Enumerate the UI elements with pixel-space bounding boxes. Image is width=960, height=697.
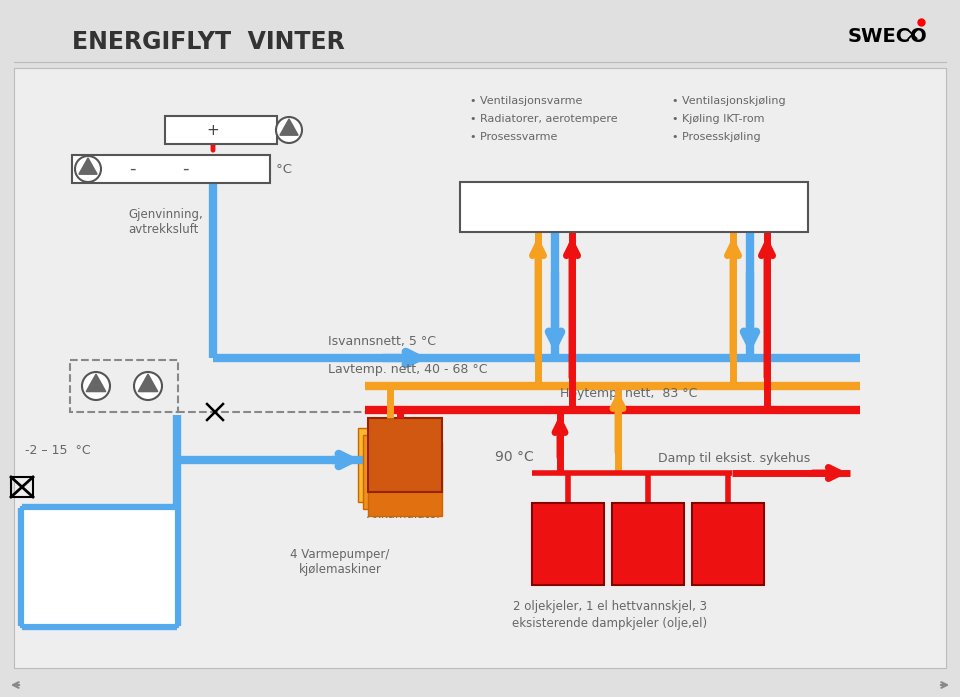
Text: Damp til eksist. sykehus: Damp til eksist. sykehus: [658, 452, 810, 464]
Bar: [532, 503, 604, 585]
Circle shape: [276, 117, 302, 143]
Bar: [368, 442, 442, 516]
Text: • Prosessvarme: • Prosessvarme: [470, 132, 558, 142]
Text: -: -: [129, 160, 135, 178]
Bar: [363, 435, 437, 509]
Polygon shape: [86, 374, 106, 392]
Text: • Ventilasjonsvarme: • Ventilasjonsvarme: [470, 96, 583, 106]
Bar: [692, 503, 764, 585]
Circle shape: [134, 372, 162, 400]
Bar: [14, 68, 946, 668]
Text: Lavtemp. nett, 40 - 68 °C: Lavtemp. nett, 40 - 68 °C: [328, 363, 488, 376]
Bar: [22, 508, 177, 626]
Circle shape: [82, 372, 110, 400]
Bar: [165, 116, 277, 144]
Text: 342(?)Energi-
brønner: 342(?)Energi- brønner: [62, 580, 137, 602]
Text: ENERGIFLYT  VINTER: ENERGIFLYT VINTER: [72, 30, 345, 54]
Polygon shape: [79, 158, 97, 174]
Text: 2 oljekjeler, 1 el hettvannskjel, 3: 2 oljekjeler, 1 el hettvannskjel, 3: [513, 600, 707, 613]
Circle shape: [75, 156, 101, 182]
Text: SWECO: SWECO: [848, 26, 927, 45]
Text: Høytemp. nett,  83 °C: Høytemp. nett, 83 °C: [560, 387, 697, 400]
Text: -: -: [181, 160, 188, 178]
Bar: [70, 360, 178, 412]
Text: -2 – 15  °C: -2 – 15 °C: [25, 443, 90, 457]
Text: ✕: ✕: [904, 27, 920, 45]
Bar: [368, 418, 442, 492]
Text: 90 °C: 90 °C: [495, 450, 534, 464]
Bar: [11, 477, 33, 497]
Text: • Kjøling IKT-rom: • Kjøling IKT-rom: [672, 114, 764, 124]
Text: ~: ~: [230, 154, 241, 167]
Polygon shape: [280, 119, 299, 135]
Text: Akkumulator: Akkumulator: [368, 508, 443, 521]
Text: • Radiatorer, aerotempere: • Radiatorer, aerotempere: [470, 114, 617, 124]
Bar: [358, 428, 432, 502]
Text: Gjenvinning,
avtrekksluft: Gjenvinning, avtrekksluft: [128, 208, 203, 236]
Text: 8 stk undersentraler: 8 stk undersentraler: [566, 201, 702, 213]
Polygon shape: [138, 374, 157, 392]
Text: Isvannsnett, 5 °C: Isvannsnett, 5 °C: [328, 335, 436, 348]
Bar: [72, 155, 270, 183]
Text: • Prosesskjøling: • Prosesskjøling: [672, 132, 760, 142]
Text: 4 Varmepumper/
kjølemaskiner: 4 Varmepumper/ kjølemaskiner: [290, 548, 390, 576]
Text: eksisterende dampkjeler (olje,el): eksisterende dampkjeler (olje,el): [513, 617, 708, 630]
Text: 20 °C: 20 °C: [255, 162, 292, 176]
Bar: [612, 503, 684, 585]
Bar: [460, 182, 808, 232]
Text: +: +: [206, 123, 220, 137]
Text: • Ventilasjonskjøling: • Ventilasjonskjøling: [672, 96, 785, 106]
